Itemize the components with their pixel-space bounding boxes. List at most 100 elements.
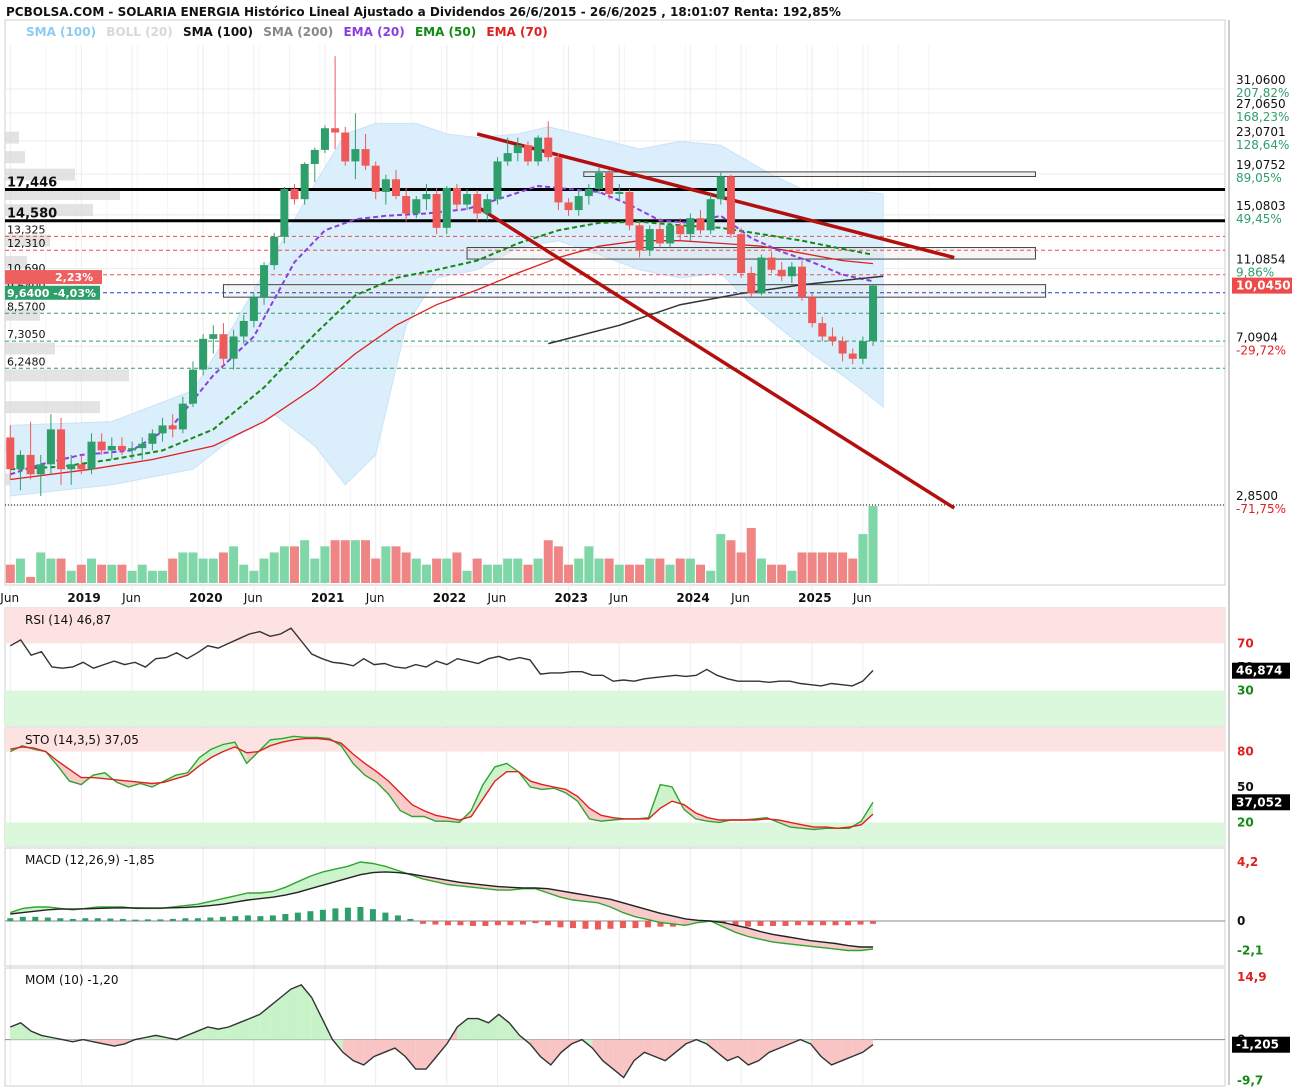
macd-histogram-bar: [32, 916, 39, 922]
candle-body: [696, 218, 705, 231]
candle-body: [260, 265, 269, 298]
indicator-axis-label: 0: [1237, 914, 1245, 928]
volume-bar: [5, 564, 15, 583]
indicator-value-tag: [1232, 662, 1290, 679]
volume-profile-bar: [5, 131, 19, 144]
candle-body: [422, 193, 431, 200]
volume-bar: [300, 540, 310, 583]
x-axis-label: Jun: [121, 591, 141, 605]
oversold-zone: [5, 690, 1225, 726]
volume-bar: [259, 558, 269, 583]
axis-price-label: 27,0650: [1236, 97, 1286, 111]
crossover-fill: [199, 749, 212, 766]
indicator-title: RSI (14) 46,87: [25, 613, 111, 627]
macd-histogram-bar: [519, 921, 526, 925]
momentum-fill: [374, 1039, 385, 1057]
volume-bar: [787, 570, 797, 583]
x-axis-label: 2022: [433, 591, 466, 605]
candle-body: [574, 196, 583, 211]
macd-histogram-bar: [582, 921, 589, 929]
candle-body: [737, 234, 746, 273]
candle-body: [270, 236, 279, 266]
volume-profile-bar: [5, 187, 120, 200]
candle-body: [310, 149, 319, 164]
sma100-line: [548, 275, 884, 345]
legend-ema70: EMA (70): [486, 25, 548, 39]
macd-histogram-bar: [244, 915, 251, 922]
axis-percent-label: 168,23%: [1236, 110, 1289, 124]
macd-histogram-bar: [770, 921, 777, 926]
level-label: 14,580: [7, 207, 57, 222]
crossover-fill: [210, 898, 223, 906]
macd-histogram-bar: [432, 921, 439, 925]
indicator-title: MACD (12,26,9) -1,85: [25, 853, 155, 867]
volume-bar: [46, 558, 56, 583]
crossover-fill: [423, 810, 436, 822]
volume-bar: [218, 552, 228, 583]
macd-histogram-bar: [394, 915, 401, 922]
macd-histogram-bar: [94, 918, 101, 922]
candle-body: [199, 338, 208, 370]
x-axis-label: 2019: [67, 591, 100, 605]
macd-histogram-bar: [82, 918, 89, 922]
candle-body: [564, 202, 573, 211]
momentum-fill: [737, 1039, 749, 1065]
macd-histogram-bar: [382, 912, 389, 922]
momentum-fill: [623, 1039, 634, 1078]
x-axis-label: Jun: [487, 591, 507, 605]
volume-profile-bar: [5, 256, 27, 269]
momentum-fill: [259, 1005, 271, 1040]
crossover-fill: [435, 815, 448, 822]
indicator-axis-label: 4,2: [1237, 855, 1258, 869]
candle-body: [858, 341, 867, 359]
momentum-fill: [602, 1039, 614, 1070]
macd-histogram-bar: [745, 921, 752, 927]
volume-bar: [107, 564, 117, 583]
legend-boll20: BOLL (20): [106, 25, 173, 39]
momentum-fill: [706, 1039, 718, 1053]
legend-sma100: SMA (100): [182, 25, 254, 39]
volume-bar: [310, 558, 320, 583]
volume-bar: [543, 540, 553, 583]
crossover-fill: [282, 736, 294, 743]
macd-histogram-bar: [845, 921, 852, 926]
momentum-fill: [218, 1027, 229, 1040]
candle-body: [686, 218, 695, 235]
volume-profile-bar: [5, 204, 93, 217]
crossover-fill: [57, 761, 70, 782]
candle-body: [493, 161, 502, 200]
volume-bar: [564, 564, 574, 583]
volume-bar: [624, 564, 634, 583]
volume-profile-bar: [5, 168, 75, 181]
candle-body: [57, 429, 66, 470]
zone-rectangle: [466, 247, 1036, 260]
momentum-fill: [498, 1014, 510, 1040]
volume-bar: [229, 546, 239, 583]
momentum-fill: [467, 1018, 479, 1040]
macd-histogram-bar: [257, 916, 264, 922]
macd-histogram-bar: [494, 921, 501, 926]
momentum-fill: [270, 997, 281, 1040]
axis-price-label: 15,0803: [1236, 199, 1286, 213]
volume-bar: [482, 564, 492, 583]
momentum-fill: [415, 1039, 427, 1070]
macd-histogram-bar: [444, 921, 451, 926]
momentum-fill: [384, 1039, 395, 1053]
macd-histogram-bar: [644, 921, 651, 928]
indicator-value-label: 46,874: [1236, 664, 1282, 678]
x-axis-label: 2023: [555, 591, 588, 605]
momentum-fill: [665, 1039, 676, 1061]
candle-body: [635, 225, 644, 251]
zone-rectangle: [583, 171, 1036, 177]
crossover-fill: [285, 881, 298, 896]
axis-percent-label: 128,64%: [1236, 138, 1289, 152]
macd-histogram-bar: [307, 911, 314, 922]
volume-bar: [320, 546, 330, 583]
crossover-fill: [589, 808, 602, 822]
volume-bar: [97, 564, 107, 583]
macd-histogram-bar: [132, 919, 139, 922]
candle-body: [452, 187, 461, 205]
volume-bar: [15, 558, 25, 583]
candle-body: [351, 149, 360, 162]
